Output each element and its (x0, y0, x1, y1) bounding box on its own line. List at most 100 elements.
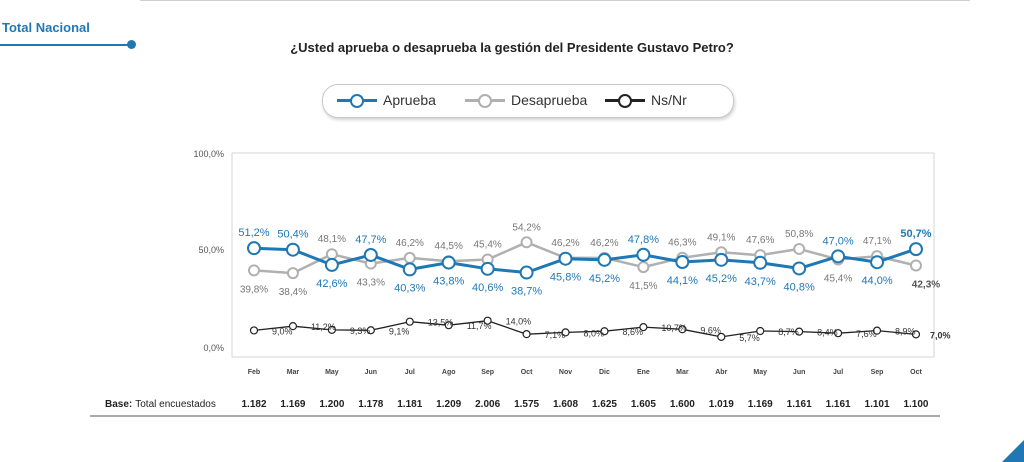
label-desaprueba: 46,2% (590, 238, 618, 249)
label-desaprueba: 38,4% (279, 287, 307, 298)
point-nsnr (678, 325, 687, 334)
label-aprueba: 40,6% (472, 282, 503, 294)
label-nsnr: 11,7% (467, 321, 492, 331)
x-tick-label: Jul (833, 369, 843, 376)
section-title: Total Nacional (2, 20, 90, 35)
point-desaprueba (909, 259, 922, 272)
point-nsnr (911, 330, 921, 339)
label-aprueba: 43,8% (433, 276, 464, 288)
point-aprueba (870, 255, 885, 270)
x-tick-label: Abr (715, 369, 727, 376)
base-value: 1.608 (553, 399, 578, 410)
label-desaprueba: 45,4% (824, 273, 852, 284)
label-aprueba: 38,7% (511, 286, 542, 298)
y-tick-0: 0,0% (203, 343, 224, 353)
base-value: 1.575 (514, 399, 539, 410)
label-nsnr: 8,4% (817, 328, 838, 338)
point-nsnr (366, 326, 375, 335)
point-nsnr (444, 321, 453, 330)
label-nsnr: 11,2% (311, 322, 336, 332)
x-tick-label: Sep (481, 369, 494, 376)
base-value: 1.181 (397, 399, 422, 410)
point-aprueba (324, 257, 339, 272)
point-desaprueba (793, 242, 806, 255)
point-aprueba (908, 242, 923, 257)
label-aprueba: 50,4% (277, 229, 308, 241)
label-aprueba: 44,1% (667, 275, 698, 287)
label-desaprueba: 46,2% (396, 238, 424, 249)
label-aprueba: 45,8% (550, 272, 581, 284)
label-nsnr: 9,0% (272, 326, 293, 336)
corner-accent (1002, 440, 1024, 462)
x-tick-label: Ene (637, 369, 650, 376)
x-tick-label: Ago (442, 369, 456, 376)
label-nsnr: 7,0% (930, 330, 951, 340)
label-aprueba: 47,8% (628, 234, 659, 246)
point-nsnr (833, 329, 843, 338)
point-desaprueba (325, 248, 338, 261)
label-nsnr: 9,3% (350, 326, 371, 336)
legend-desaprueba-label: Desaprueba (511, 92, 588, 108)
base-value: 1.625 (592, 399, 617, 410)
label-aprueba: 47,0% (822, 235, 853, 247)
x-tick-label: Oct (910, 369, 922, 376)
legend-nsnr-marker (605, 93, 645, 108)
base-value: 1.161 (826, 399, 851, 410)
base-value: 1.169 (748, 399, 773, 410)
point-nsnr (795, 327, 804, 336)
point-nsnr (639, 323, 648, 332)
base-label: Base: Total encuestados (105, 399, 216, 410)
base-value: 1.019 (709, 399, 734, 410)
base-value: 1.182 (241, 399, 266, 410)
point-desaprueba (403, 251, 416, 264)
x-tick-label: May (753, 369, 767, 376)
label-desaprueba: 45,4% (473, 239, 501, 250)
base-value: 1.209 (436, 399, 461, 410)
x-tick-label: Dic (599, 369, 610, 376)
point-aprueba (714, 252, 729, 267)
y-tick-50: 50,0% (198, 245, 224, 255)
point-nsnr (717, 332, 726, 341)
label-aprueba: 47,7% (355, 234, 386, 246)
point-aprueba (753, 255, 768, 270)
x-tick-label: Jun (365, 369, 377, 376)
label-nsnr: 9,6% (700, 325, 721, 335)
label-aprueba: 45,2% (706, 273, 737, 285)
point-nsnr (405, 317, 414, 326)
legend: Aprueba Desaprueba Ns/Nr (322, 84, 734, 118)
label-nsnr: 7,6% (856, 329, 877, 339)
label-desaprueba: 49,1% (707, 232, 735, 243)
label-desaprueba: 48,1% (318, 234, 346, 245)
point-aprueba (441, 255, 456, 270)
x-tick-label: Sep (871, 369, 884, 376)
label-aprueba: 44,0% (861, 275, 892, 287)
base-value: 1.605 (631, 399, 656, 410)
x-tick-label: Oct (521, 369, 533, 376)
label-nsnr: 10,7% (661, 323, 687, 333)
base-value: 1.161 (787, 399, 812, 410)
point-aprueba (480, 261, 495, 276)
label-aprueba: 43,7% (745, 276, 776, 288)
legend-aprueba-marker (337, 93, 377, 108)
legend-nsnr-label: Ns/Nr (651, 92, 687, 108)
x-tick-label: Jun (793, 369, 805, 376)
x-tick-label: Feb (248, 369, 260, 376)
legend-aprueba-label: Aprueba (383, 92, 436, 108)
point-nsnr (483, 316, 492, 325)
legend-desaprueba-marker (465, 93, 505, 108)
series-nsnr-line (253, 320, 917, 338)
label-nsnr: 8,6% (622, 327, 643, 337)
base-value: 1.101 (865, 399, 890, 410)
point-aprueba (675, 255, 690, 270)
point-aprueba (636, 247, 651, 262)
label-nsnr: 13,5% (428, 318, 454, 328)
series-desaprueba-line (253, 241, 917, 275)
point-aprueba (519, 265, 534, 280)
section-underline-dot (127, 40, 136, 49)
legend-aprueba: Aprueba (337, 92, 436, 108)
base-value: 2.006 (475, 399, 500, 410)
point-aprueba (363, 247, 378, 262)
x-tick-label: Jul (405, 369, 415, 376)
label-desaprueba: 47,1% (863, 236, 891, 247)
chart-title: ¿Usted aprueba o desaprueba la gestión d… (290, 40, 734, 55)
